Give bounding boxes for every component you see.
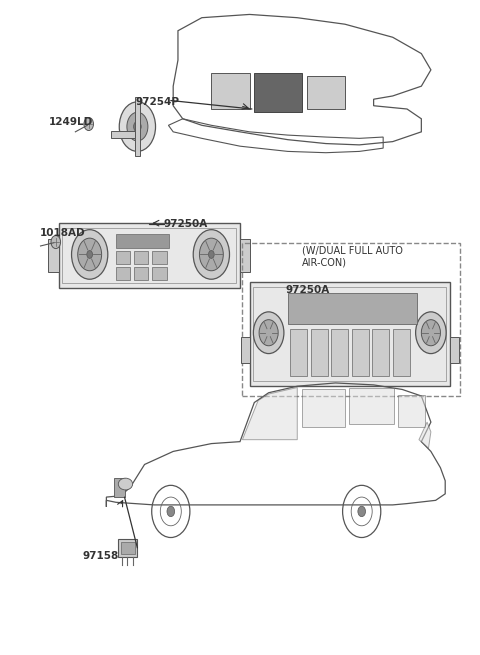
Text: 1018AD: 1018AD xyxy=(39,228,85,238)
Bar xyxy=(152,267,167,280)
Bar xyxy=(134,267,148,280)
Bar xyxy=(48,240,59,272)
Circle shape xyxy=(133,121,141,132)
Circle shape xyxy=(72,230,108,279)
Text: 97250A: 97250A xyxy=(285,285,330,295)
Text: 97158: 97158 xyxy=(83,551,119,561)
Bar xyxy=(290,329,307,377)
Bar xyxy=(62,229,236,283)
Bar xyxy=(302,389,345,426)
Bar xyxy=(349,388,394,424)
Bar xyxy=(372,329,389,377)
Bar xyxy=(134,251,148,263)
Circle shape xyxy=(259,320,278,346)
Bar xyxy=(152,251,167,263)
Circle shape xyxy=(358,506,365,517)
Bar xyxy=(116,267,130,280)
Bar xyxy=(352,329,369,377)
Bar xyxy=(311,329,328,377)
PathPatch shape xyxy=(242,388,297,440)
Circle shape xyxy=(253,312,284,354)
Bar xyxy=(241,337,250,364)
Circle shape xyxy=(87,251,93,258)
Bar xyxy=(288,293,417,324)
Bar xyxy=(240,240,251,272)
Bar xyxy=(242,243,459,396)
Bar xyxy=(111,130,135,138)
Bar xyxy=(307,77,345,109)
Bar xyxy=(118,539,137,557)
Text: 97254P: 97254P xyxy=(135,98,179,107)
Bar xyxy=(135,97,140,156)
Bar xyxy=(116,251,130,263)
Circle shape xyxy=(199,238,223,271)
Bar xyxy=(211,73,250,109)
Circle shape xyxy=(208,251,214,258)
Text: AIR-CON): AIR-CON) xyxy=(302,257,347,267)
Circle shape xyxy=(78,238,102,271)
Bar xyxy=(253,287,446,381)
Circle shape xyxy=(51,236,60,249)
Circle shape xyxy=(416,312,446,354)
Circle shape xyxy=(167,506,175,517)
Bar xyxy=(250,282,450,386)
Bar xyxy=(331,329,348,377)
Circle shape xyxy=(193,230,229,279)
Text: 1249LD: 1249LD xyxy=(49,117,94,127)
PathPatch shape xyxy=(419,422,431,448)
Bar xyxy=(393,329,410,377)
Circle shape xyxy=(421,320,441,346)
Circle shape xyxy=(127,112,148,141)
Text: (W/DUAL FULL AUTO: (W/DUAL FULL AUTO xyxy=(302,246,403,255)
Circle shape xyxy=(84,117,94,130)
Bar xyxy=(116,234,169,248)
Bar xyxy=(254,73,302,112)
Text: 97250A: 97250A xyxy=(164,219,208,229)
Bar xyxy=(398,396,425,426)
Ellipse shape xyxy=(118,478,132,490)
Bar xyxy=(114,477,125,497)
Bar xyxy=(450,337,458,364)
Bar xyxy=(120,542,135,554)
Bar xyxy=(59,223,240,288)
Circle shape xyxy=(119,102,156,151)
